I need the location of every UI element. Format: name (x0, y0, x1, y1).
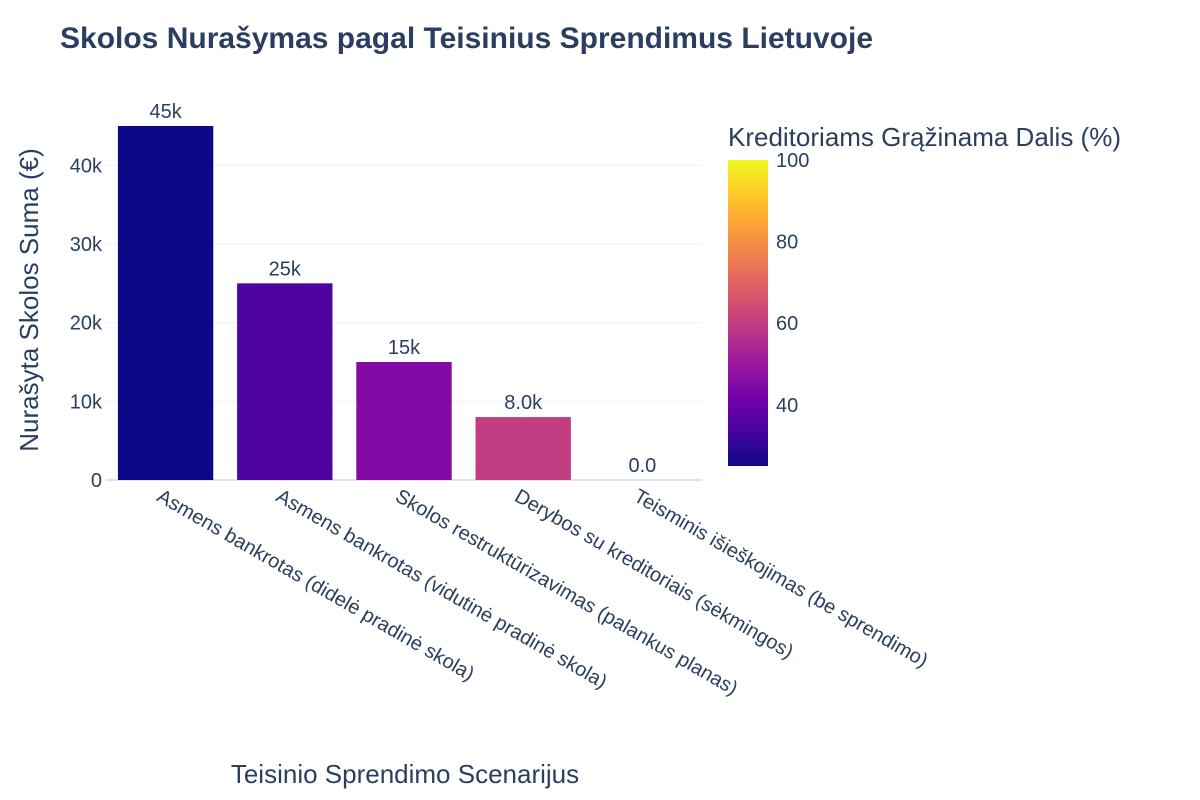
colorbar-tick-label: 80 (776, 232, 798, 254)
colorbar-tick-label: 60 (776, 313, 798, 335)
bar (117, 126, 214, 480)
y-tick-label: 30k (70, 234, 103, 256)
y-tick-label: 10k (70, 391, 103, 413)
bar-data-label: 25k (269, 258, 302, 280)
x-axis-title: Teisinio Sprendimo Scenarijus (231, 759, 579, 789)
bar (356, 362, 452, 480)
bar-data-label: 45k (149, 101, 182, 123)
bar-data-label: 0.0 (628, 455, 656, 477)
bar-data-label: 8.0k (504, 392, 543, 414)
colorbar-title: Kreditoriams Grąžinama Dalis (%) (728, 122, 1121, 152)
colorbar-tick-label: 100 (776, 150, 809, 172)
y-tick-label: 20k (70, 313, 103, 335)
chart-title: Skolos Nurašymas pagal Teisinius Sprendi… (60, 22, 874, 55)
bar (237, 283, 333, 480)
y-tick-label: 40k (70, 155, 103, 177)
colorbar (728, 160, 768, 466)
y-tick-label: 0 (91, 470, 102, 492)
y-axis-title: Nurašyta Skolos Suma (€) (14, 148, 44, 451)
bar (475, 417, 571, 480)
bar-data-label: 15k (388, 337, 421, 359)
colorbar-tick-label: 40 (776, 395, 798, 417)
